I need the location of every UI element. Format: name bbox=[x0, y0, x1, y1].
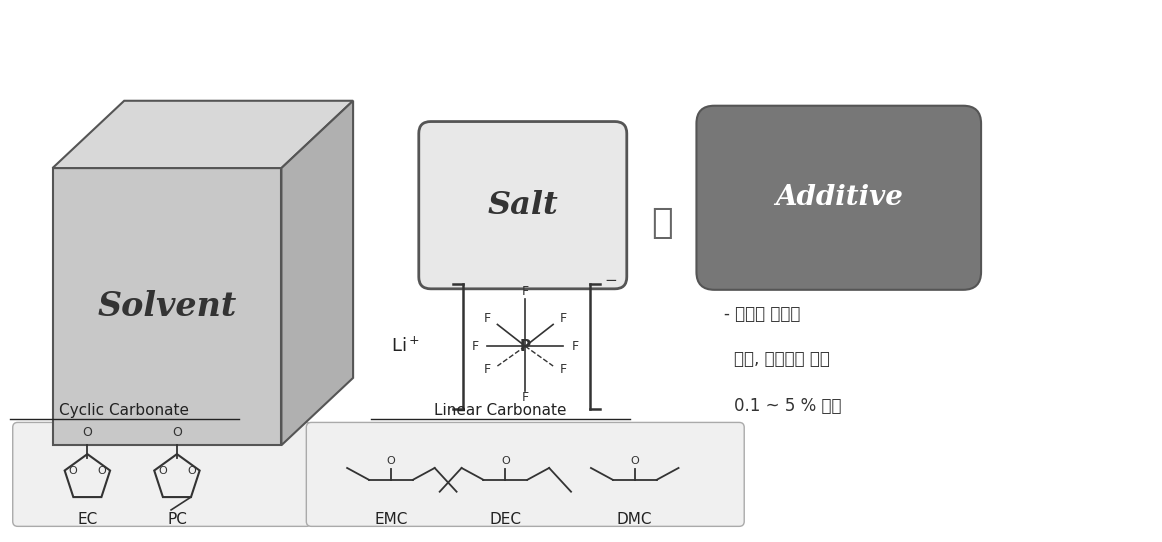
Text: O: O bbox=[172, 426, 182, 439]
Text: F: F bbox=[560, 364, 567, 377]
Text: F: F bbox=[483, 312, 492, 325]
Text: EC: EC bbox=[77, 512, 98, 527]
Text: Additive: Additive bbox=[775, 184, 903, 211]
Text: P: P bbox=[519, 339, 531, 354]
Polygon shape bbox=[281, 101, 353, 445]
FancyBboxPatch shape bbox=[696, 106, 981, 290]
Text: 수명, 안정성을 향상: 수명, 안정성을 향상 bbox=[734, 350, 830, 368]
FancyBboxPatch shape bbox=[418, 121, 626, 289]
Text: - 기능성 첨가제: - 기능성 첨가제 bbox=[724, 305, 801, 322]
FancyBboxPatch shape bbox=[13, 422, 311, 526]
Text: Linear Carbonate: Linear Carbonate bbox=[435, 403, 567, 418]
Text: EMC: EMC bbox=[374, 512, 408, 527]
Text: F: F bbox=[483, 364, 492, 377]
Text: O: O bbox=[69, 466, 78, 475]
Text: O: O bbox=[187, 466, 195, 475]
Text: PC: PC bbox=[167, 512, 187, 527]
Text: O: O bbox=[501, 456, 510, 466]
Text: DEC: DEC bbox=[489, 512, 522, 527]
Text: O: O bbox=[98, 466, 106, 475]
Text: F: F bbox=[522, 285, 529, 298]
Text: O: O bbox=[83, 426, 92, 439]
Text: O: O bbox=[387, 456, 395, 466]
Polygon shape bbox=[52, 168, 281, 445]
Text: ➕: ➕ bbox=[651, 205, 673, 240]
FancyBboxPatch shape bbox=[307, 422, 744, 526]
Text: F: F bbox=[560, 312, 567, 325]
Polygon shape bbox=[52, 101, 353, 168]
Text: $\mathrm{Li^+}$: $\mathrm{Li^+}$ bbox=[392, 337, 421, 356]
Text: Salt: Salt bbox=[487, 190, 558, 221]
Text: Solvent: Solvent bbox=[98, 290, 237, 323]
Text: DMC: DMC bbox=[617, 512, 653, 527]
Text: Cyclic Carbonate: Cyclic Carbonate bbox=[59, 403, 189, 418]
Text: $-$: $-$ bbox=[604, 272, 617, 286]
Text: F: F bbox=[522, 391, 529, 404]
Text: F: F bbox=[572, 340, 579, 353]
Text: O: O bbox=[158, 466, 167, 475]
Text: 0.1 ~ 5 % 사용: 0.1 ~ 5 % 사용 bbox=[734, 397, 841, 415]
Text: O: O bbox=[630, 456, 639, 466]
Text: F: F bbox=[472, 340, 479, 353]
